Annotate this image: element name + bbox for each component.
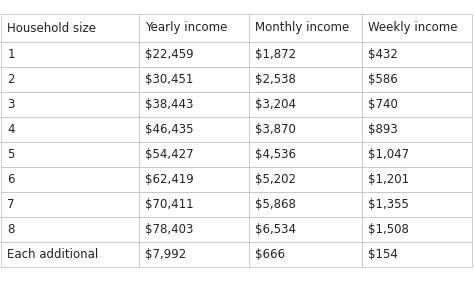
Text: $46,435: $46,435	[146, 123, 194, 136]
Text: $586: $586	[368, 73, 398, 86]
Bar	[249, 217, 363, 242]
Text: $3,204: $3,204	[255, 98, 297, 111]
Bar	[1, 142, 139, 167]
Bar	[363, 67, 473, 92]
Text: 8: 8	[8, 223, 15, 236]
Text: Weekly income: Weekly income	[368, 22, 458, 35]
Text: $7,992: $7,992	[146, 248, 187, 261]
Text: 6: 6	[8, 173, 15, 186]
Text: 2: 2	[8, 73, 15, 86]
Bar	[249, 117, 363, 142]
Bar	[363, 14, 473, 42]
Text: $1,355: $1,355	[368, 198, 410, 211]
Text: $5,868: $5,868	[255, 198, 296, 211]
Bar	[249, 92, 363, 117]
Text: $78,403: $78,403	[146, 223, 194, 236]
Bar	[363, 217, 473, 242]
Text: $70,411: $70,411	[146, 198, 194, 211]
Text: $1,047: $1,047	[368, 148, 410, 161]
Text: $5,202: $5,202	[255, 173, 297, 186]
Bar	[249, 192, 363, 217]
Text: 3: 3	[8, 98, 15, 111]
Text: $1,201: $1,201	[368, 173, 410, 186]
Bar	[249, 142, 363, 167]
Bar	[363, 42, 473, 67]
Bar	[249, 67, 363, 92]
Bar	[139, 167, 249, 192]
Bar	[139, 242, 249, 267]
Text: $666: $666	[255, 248, 285, 261]
Bar	[139, 117, 249, 142]
Bar	[249, 167, 363, 192]
Bar	[1, 92, 139, 117]
Text: $154: $154	[368, 248, 398, 261]
Text: Household size: Household size	[8, 22, 97, 35]
Text: $893: $893	[368, 123, 398, 136]
Text: $4,536: $4,536	[255, 148, 297, 161]
Bar	[1, 117, 139, 142]
Text: Yearly income: Yearly income	[146, 22, 228, 35]
Bar	[1, 42, 139, 67]
Bar	[139, 142, 249, 167]
Bar	[1, 14, 139, 42]
Text: $62,419: $62,419	[146, 173, 194, 186]
Bar	[363, 167, 473, 192]
Bar	[363, 242, 473, 267]
Text: $30,451: $30,451	[146, 73, 194, 86]
Bar	[1, 67, 139, 92]
Bar	[139, 42, 249, 67]
Bar	[1, 242, 139, 267]
Bar	[139, 192, 249, 217]
Text: Monthly income: Monthly income	[255, 22, 350, 35]
Text: $432: $432	[368, 48, 398, 61]
Bar	[139, 67, 249, 92]
Text: $2,538: $2,538	[255, 73, 296, 86]
Bar	[249, 14, 363, 42]
Bar	[363, 192, 473, 217]
Bar	[249, 42, 363, 67]
Text: $6,534: $6,534	[255, 223, 297, 236]
Text: $740: $740	[368, 98, 398, 111]
Bar	[249, 242, 363, 267]
Bar	[363, 117, 473, 142]
Bar	[1, 167, 139, 192]
Bar	[363, 92, 473, 117]
Bar	[139, 14, 249, 42]
Bar	[1, 217, 139, 242]
Text: $1,872: $1,872	[255, 48, 297, 61]
Text: Each additional: Each additional	[8, 248, 99, 261]
Text: 5: 5	[8, 148, 15, 161]
Text: $1,508: $1,508	[368, 223, 410, 236]
Bar	[139, 92, 249, 117]
Bar	[139, 217, 249, 242]
Text: $54,427: $54,427	[146, 148, 194, 161]
Text: 7: 7	[8, 198, 15, 211]
Text: $22,459: $22,459	[146, 48, 194, 61]
Bar	[1, 192, 139, 217]
Text: 1: 1	[8, 48, 15, 61]
Text: 4: 4	[8, 123, 15, 136]
Text: $38,443: $38,443	[146, 98, 194, 111]
Bar	[363, 142, 473, 167]
Text: $3,870: $3,870	[255, 123, 296, 136]
